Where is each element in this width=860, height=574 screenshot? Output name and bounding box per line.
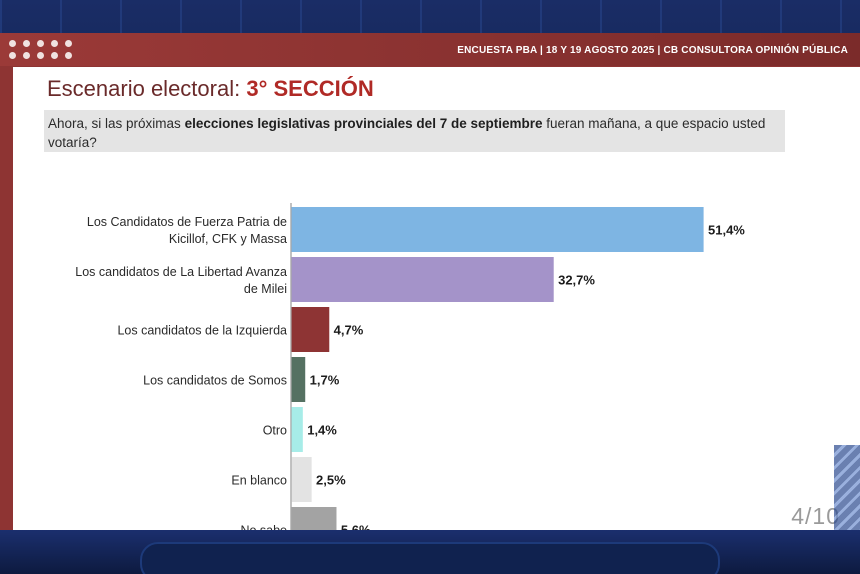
value-label-2: 4,7% [334,323,364,338]
bar-4 [291,407,303,452]
slide-title: Escenario electoral: 3° SECCIÓN [47,76,374,102]
title-highlight: 3° SECCIÓN [246,76,374,101]
bar-2 [291,307,330,352]
slide-header: ENCUESTA PBA | 18 Y 19 AGOSTO 2025 | CB … [0,33,860,66]
category-label-5: En blanco [231,474,287,488]
question-bold: elecciones legislativas provinciales del… [184,116,543,131]
category-label-line: Otro [263,424,287,438]
value-label-5: 2,5% [316,473,346,488]
page-counter: 4/10 [791,503,840,529]
value-label-6: 5,6% [341,523,371,531]
category-label-line: En blanco [231,474,287,488]
slide-panel: Escenario electoral: 3° SECCIÓN Ahora, s… [13,67,860,530]
category-label-2: Los candidatos de la Izquierda [117,324,287,338]
bar-0 [291,207,704,252]
category-label-6: No sabe [240,524,287,531]
bar-6 [291,507,337,530]
bar-5 [291,457,312,502]
title-prefix: Escenario electoral: [47,76,247,101]
survey-slide: ENCUESTA PBA | 18 Y 19 AGOSTO 2025 | CB … [0,33,860,530]
value-label-3: 1,7% [310,373,340,388]
corner-ribbon [834,445,860,530]
stage-bottom [0,530,860,574]
stage-plate [140,542,720,574]
category-label-4: Otro [263,424,287,438]
value-label-1: 32,7% [558,273,595,288]
category-label-0: Los Candidatos de Fuerza Patria de Kicill… [87,215,287,246]
survey-info: ENCUESTA PBA | 18 Y 19 AGOSTO 2025 | CB … [457,45,848,56]
category-label-3: Los candidatos de Somos [143,374,287,388]
category-label-line: No sabe [240,524,287,531]
category-label-line: Los candidatos de Somos [143,374,287,388]
category-label-line: Los candidatos de la Izquierda [117,324,287,338]
value-label-0: 51,4% [708,223,745,238]
category-label-1: Los candidatos de La Libertad Avanza de M… [75,265,287,296]
vote-bar-chart: 51,4% Los Candidatos de Fuerza Patria de K… [75,203,745,531]
bar-3 [291,357,306,402]
category-label-line: Kicillof, CFK y Massa [169,232,287,246]
question-part2: fueran mañana, a que espacio usted votar… [48,116,766,150]
dots-logo-icon [7,38,87,62]
category-label-line: de Milei [244,282,287,296]
question-part1: Ahora, si las próximas [48,116,185,131]
bar-1 [291,257,554,302]
question-box: Ahora, si las próximas elecciones legisl… [44,110,785,152]
category-label-line: Los Candidatos de Fuerza Patria de [87,215,287,229]
category-label-line: Los candidatos de La Libertad Avanza [75,265,287,279]
value-label-4: 1,4% [307,423,337,438]
